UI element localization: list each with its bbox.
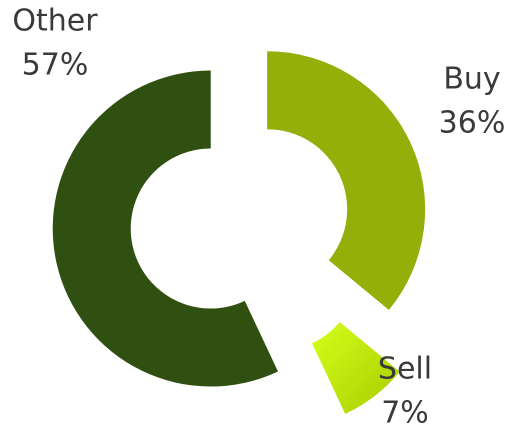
- slice-label: Other: [12, 4, 98, 39]
- slice-value-label: 7%: [381, 396, 429, 431]
- slice-label: Sell: [378, 352, 432, 387]
- slice-value-label: 57%: [22, 48, 89, 83]
- slice-label: Buy: [443, 62, 500, 97]
- donut-slice: [267, 51, 426, 310]
- donut-slice: [312, 321, 400, 414]
- slice-value-label: 36%: [439, 106, 506, 141]
- donut-slice: [52, 70, 278, 387]
